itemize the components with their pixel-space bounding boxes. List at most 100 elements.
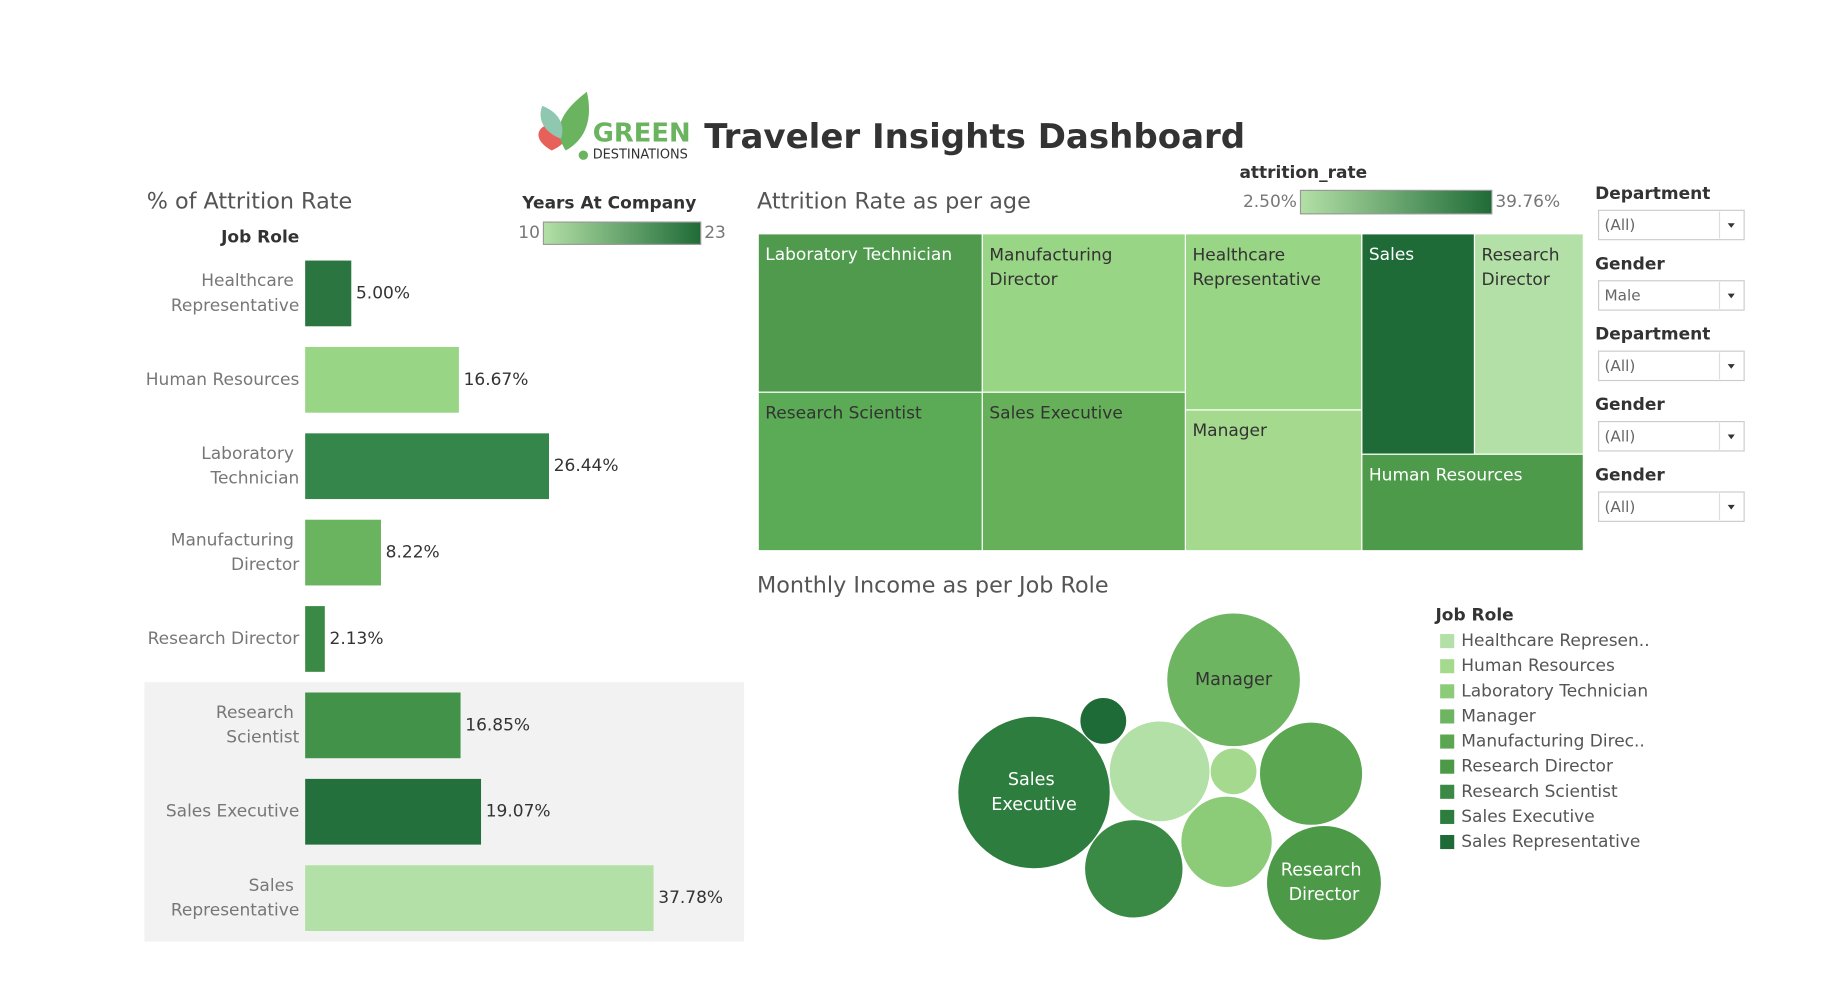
legend-swatch: [1440, 634, 1455, 649]
legend-label: Sales Representative: [1461, 832, 1640, 852]
legend-label: Healthcare Represen..: [1461, 631, 1649, 651]
bar: [305, 692, 461, 759]
logo: [538, 91, 590, 160]
legend-label: Laboratory Technician: [1461, 681, 1648, 701]
filter-label: Gender: [1595, 395, 1665, 415]
cell-label: Healthcare Representative: [1192, 246, 1320, 291]
colorbar-min: 10: [518, 223, 540, 243]
colorbar-max: 23: [704, 223, 726, 243]
chart-title: Attrition Rate as per age: [757, 189, 1031, 215]
value-label: 5.00%: [356, 283, 410, 303]
bubble-label: Manager: [1195, 670, 1273, 690]
legend-swatch: [1440, 784, 1455, 799]
legend-swatch: [1440, 809, 1455, 824]
filter-value[interactable]: (All): [1604, 498, 1635, 516]
bubble: [1209, 747, 1258, 796]
category-label: Manufacturing Director: [171, 530, 300, 575]
legend-label: Sales Executive: [1461, 807, 1594, 827]
bubble: [1265, 824, 1383, 941]
logo-word: GREEN: [593, 119, 691, 149]
dashboard-title: Traveler Insights Dashboard: [704, 117, 1245, 157]
treemap-cell: [981, 391, 1187, 552]
colorbar-min: 2.50%: [1243, 192, 1297, 212]
value-label: 19.07%: [486, 802, 551, 822]
dropdown-arrow[interactable]: [1727, 504, 1735, 510]
bubble: [1083, 818, 1184, 919]
bubble: [1079, 696, 1128, 745]
bubble: [1108, 720, 1211, 823]
cell-label: Sales: [1369, 245, 1414, 265]
logo-sub: DESTINATIONS: [593, 148, 688, 163]
category-label: Healthcare Representative: [171, 271, 299, 316]
treemap-cell: [1473, 233, 1584, 455]
legend-label: Research Director: [1461, 757, 1613, 777]
legend-label: Manager: [1461, 706, 1536, 726]
legend-swatch: [1440, 684, 1455, 699]
value-label: 26.44%: [554, 456, 619, 476]
dropdown-arrow[interactable]: [1727, 293, 1735, 299]
treemap-cell: [1184, 409, 1363, 552]
category-label: Sales Representative: [171, 876, 299, 921]
legend-swatch: [1440, 709, 1455, 724]
filter-value[interactable]: (All): [1604, 216, 1635, 234]
bubble: [1258, 721, 1364, 826]
category-label: Sales Executive: [166, 802, 299, 822]
bubble: [957, 715, 1111, 870]
cell-label: Sales Executive: [989, 403, 1122, 423]
dropdown-arrow[interactable]: [1727, 223, 1735, 228]
filter-label: Gender: [1595, 254, 1665, 274]
bar: [305, 433, 549, 500]
category-label: Research Director: [148, 629, 300, 649]
legend-label: Research Scientist: [1461, 782, 1618, 802]
category-label: Laboratory Technician: [201, 444, 299, 489]
legend-title: Job Role: [1434, 605, 1513, 625]
bubble: [1166, 612, 1302, 748]
treemap-cell: [1361, 233, 1476, 455]
value-label: 37.78%: [658, 888, 723, 908]
filter-value[interactable]: (All): [1604, 427, 1635, 445]
value-label: 8.22%: [386, 543, 440, 563]
colorbar: [1299, 189, 1493, 215]
colorbar: [542, 221, 702, 245]
chart-title: Monthly Income as per Job Role: [757, 572, 1109, 598]
cell-label: Human Resources: [1369, 465, 1523, 485]
filter-label: Department: [1595, 325, 1710, 345]
bar: [305, 778, 482, 845]
cell-label: Manufacturing Director: [989, 246, 1118, 291]
colorbar-max: 39.76%: [1495, 192, 1560, 212]
legend-swatch: [1440, 759, 1455, 774]
filter-value[interactable]: (All): [1604, 357, 1635, 375]
category-label: Research Scientist: [216, 703, 300, 748]
legend-label: Human Resources: [1461, 656, 1615, 676]
colorbar-title: attrition_rate: [1239, 163, 1367, 183]
legend-swatch: [1440, 734, 1455, 749]
dropdown-arrow[interactable]: [1727, 434, 1735, 440]
value-label: 16.85%: [465, 715, 530, 735]
value-label: 16.67%: [464, 370, 529, 390]
bar: [305, 865, 654, 931]
category-label: Human Resources: [146, 370, 300, 390]
bar: [305, 260, 352, 327]
axis-title: Job Role: [220, 227, 299, 247]
treemap-cell: [1184, 233, 1363, 411]
bubble-label: Sales Executive: [991, 770, 1077, 815]
filter-value[interactable]: Male: [1604, 287, 1640, 305]
cell-label: Manager: [1192, 421, 1267, 441]
dropdown-arrow[interactable]: [1727, 364, 1735, 369]
filter-label: Department: [1595, 184, 1710, 204]
bar: [305, 606, 325, 672]
treemap-cell: [1361, 453, 1584, 552]
bubble-label: Research Director: [1281, 861, 1367, 906]
legend-swatch: [1440, 834, 1455, 850]
bar: [305, 519, 381, 586]
bubble: [1180, 795, 1273, 889]
cell-label: Laboratory Technician: [765, 245, 952, 265]
chart-title: % of Attrition Rate: [147, 189, 352, 215]
filter-label: Gender: [1595, 466, 1665, 486]
legend-swatch: [1440, 659, 1455, 674]
cell-label: Research Director: [1482, 246, 1565, 291]
colorbar-title: Years At Company: [521, 193, 696, 213]
bar: [305, 346, 459, 413]
